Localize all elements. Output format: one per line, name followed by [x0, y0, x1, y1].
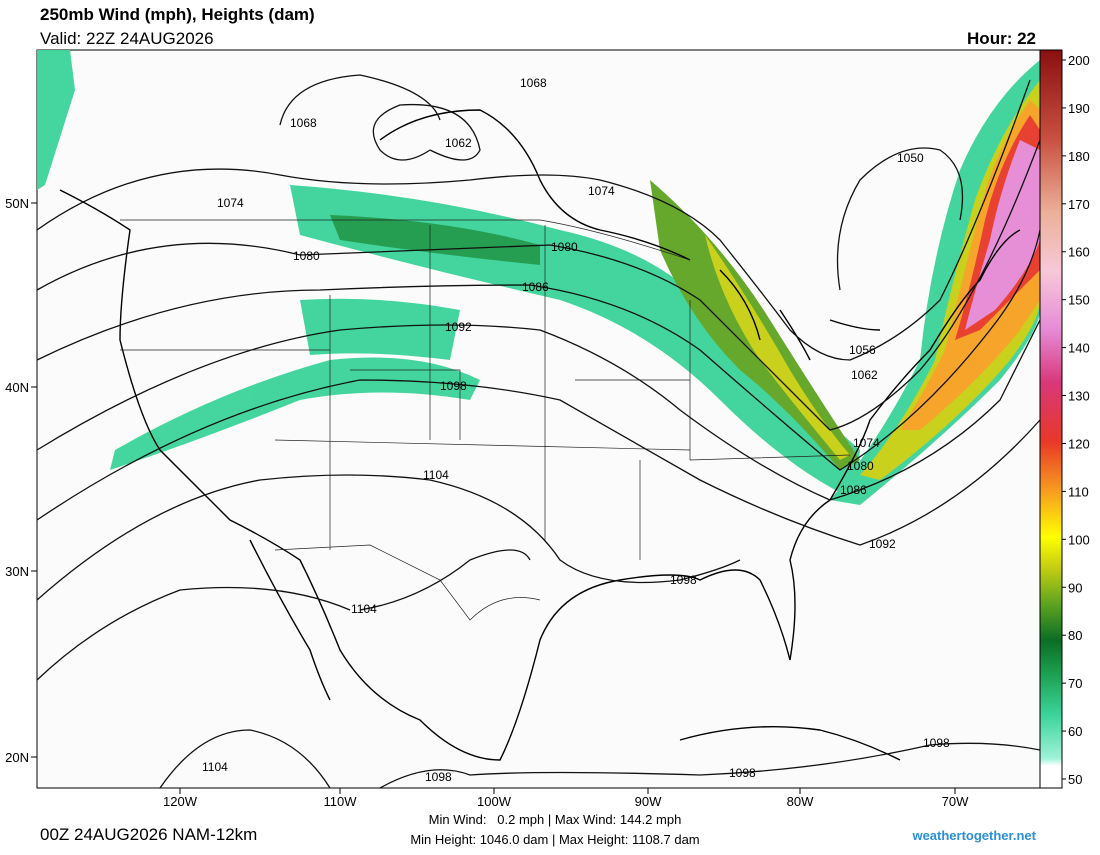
lon-label: 90W — [635, 794, 662, 809]
lon-label: 110W — [324, 794, 358, 809]
colorbar-label: 90 — [1068, 580, 1082, 595]
height-range: Min Height: 1046.0 dam | Max Height: 110… — [410, 832, 699, 847]
colorbar-label: 160 — [1068, 245, 1090, 260]
contour-label: 1080 — [847, 459, 874, 473]
longitude-axis: 120W 110W 100W 90W 80W 70W — [163, 788, 969, 809]
lat-label: 50N — [5, 196, 29, 211]
colorbar-label: 60 — [1068, 724, 1082, 739]
contour-label: 1098 — [440, 379, 467, 393]
colorbar-label: 190 — [1068, 101, 1090, 116]
lon-label: 80W — [787, 794, 814, 809]
contour-label: 1098 — [670, 573, 697, 587]
contour-label: 1074 — [588, 184, 615, 198]
colorbar-label: 200 — [1068, 53, 1090, 68]
lon-label: 70W — [942, 794, 969, 809]
borders — [120, 219, 851, 621]
map: 1068 1068 1062 1074 1074 1080 1080 1086 … — [36, 49, 1041, 789]
colorbar-labels: 50 60 70 80 90 100 110 120 130 140 150 160 170 180 190… — [1062, 53, 1090, 787]
colorbar-label: 180 — [1068, 149, 1090, 164]
forecast-hour: Hour: 22 — [967, 29, 1036, 48]
contour-label: 1098 — [923, 736, 950, 750]
contour-label: 1068 — [520, 76, 547, 90]
colorbar-label: 50 — [1068, 772, 1082, 787]
wind-range: Min Wind: 0.2 mph | Max Wind: 144.2 mph — [429, 812, 682, 827]
contour-labels: 1068 1068 1062 1074 1074 1080 1080 1086 … — [202, 76, 950, 784]
colorbar-label: 120 — [1068, 436, 1090, 451]
colorbar-label: 140 — [1068, 341, 1090, 356]
contour-label: 1092 — [869, 537, 896, 551]
contour-label: 1074 — [217, 196, 244, 210]
contour-label: 1080 — [293, 249, 320, 263]
lat-label: 30N — [5, 564, 29, 579]
contour-label: 1056 — [849, 343, 876, 357]
latitude-axis: 50N 40N 30N 20N — [5, 196, 37, 765]
model-run: 00Z 24AUG2026 NAM-12km — [40, 825, 257, 844]
contour-label: 1104 — [202, 760, 228, 774]
contour-label: 1086 — [840, 483, 867, 497]
lon-label: 120W — [163, 794, 198, 809]
lat-label: 40N — [5, 380, 29, 395]
contour-label: 1062 — [851, 368, 878, 382]
contour-label: 1098 — [425, 770, 452, 784]
colorbar-label: 80 — [1068, 628, 1082, 643]
contour-label: 1080 — [551, 240, 578, 254]
colorbar-label: 100 — [1068, 532, 1090, 547]
contour-label: 1068 — [290, 116, 317, 130]
contour-label: 1074 — [853, 436, 880, 450]
colorbar-label: 70 — [1068, 676, 1082, 691]
colorbar — [1039, 49, 1063, 789]
colorbar-label: 150 — [1068, 293, 1090, 308]
contour-label: 1092 — [445, 320, 472, 334]
contour-label: 1062 — [445, 136, 472, 150]
contour-label: 1098 — [729, 766, 756, 780]
lon-label: 100W — [477, 794, 512, 809]
colorbar-label: 130 — [1068, 389, 1090, 404]
contour-label: 1104 — [423, 468, 449, 482]
colorbar-label: 110 — [1068, 484, 1089, 499]
wind-shading — [37, 50, 1040, 505]
site-link[interactable]: weathertogether.net — [911, 828, 1036, 843]
lat-label: 20N — [5, 750, 29, 765]
contour-label: 1050 — [897, 151, 924, 165]
height-contours — [36, 74, 1041, 789]
contour-label: 1086 — [522, 280, 549, 294]
valid-time: Valid: 22Z 24AUG2026 — [40, 29, 214, 48]
contour-label: 1104 — [351, 602, 377, 616]
colorbar-label: 170 — [1068, 197, 1090, 212]
title: 250mb Wind (mph), Heights (dam) — [40, 5, 315, 24]
